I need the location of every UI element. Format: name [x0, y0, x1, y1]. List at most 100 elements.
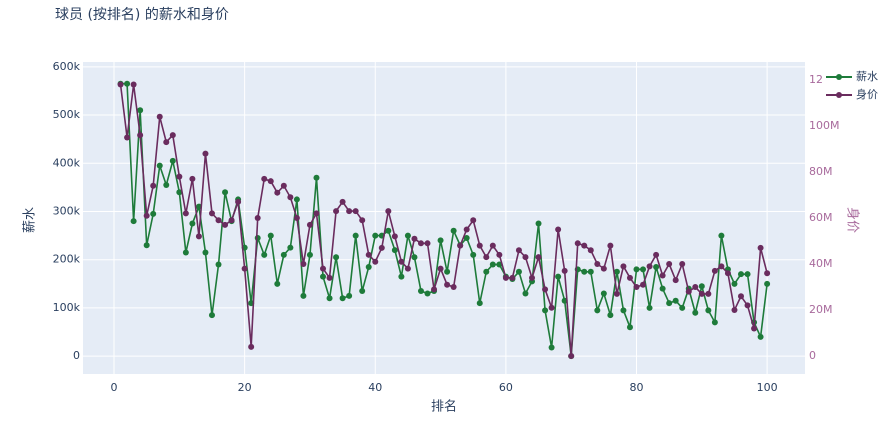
point	[581, 268, 588, 275]
point	[515, 268, 522, 275]
point	[744, 271, 751, 278]
point	[261, 175, 268, 182]
point	[711, 319, 718, 326]
point	[163, 139, 170, 146]
point	[568, 353, 575, 360]
point	[633, 284, 640, 291]
point	[509, 274, 516, 281]
point	[424, 240, 431, 247]
y2-tick-label: 12	[809, 73, 823, 86]
plot-area	[83, 62, 805, 374]
point	[306, 251, 313, 258]
point	[404, 232, 411, 239]
point	[202, 249, 209, 256]
point	[313, 174, 320, 181]
marks	[117, 80, 771, 360]
point	[287, 194, 294, 201]
point	[333, 254, 340, 261]
point	[385, 208, 392, 215]
point	[496, 261, 503, 268]
point	[529, 274, 536, 281]
point	[320, 273, 327, 280]
point	[378, 244, 385, 251]
point	[450, 227, 457, 234]
point	[646, 304, 653, 311]
point	[587, 268, 594, 275]
point	[202, 150, 209, 157]
point	[300, 292, 307, 299]
point	[267, 232, 274, 239]
point	[411, 235, 418, 242]
point	[692, 284, 699, 291]
point	[137, 107, 144, 114]
point	[222, 221, 229, 228]
point	[659, 285, 666, 292]
point	[385, 227, 392, 234]
point	[659, 272, 666, 279]
chart-title: 球员 (按排名) 的薪水和身价	[55, 7, 229, 23]
point	[600, 265, 607, 272]
point	[737, 293, 744, 300]
point	[653, 251, 660, 258]
point	[692, 309, 699, 316]
point	[724, 270, 731, 277]
point	[574, 240, 581, 247]
point	[333, 208, 340, 215]
point	[515, 247, 522, 254]
point	[346, 208, 353, 215]
point	[411, 254, 418, 261]
point	[150, 182, 157, 189]
point	[718, 232, 725, 239]
point	[685, 288, 692, 295]
point	[189, 175, 196, 182]
point	[672, 297, 679, 304]
point	[228, 217, 235, 224]
point	[156, 113, 163, 120]
point	[646, 263, 653, 270]
point	[365, 263, 372, 270]
point	[222, 189, 229, 196]
point	[581, 242, 588, 249]
point	[437, 265, 444, 272]
point	[156, 162, 163, 169]
series-line	[120, 82, 768, 357]
point	[607, 312, 614, 319]
y-tick-label: 600k	[53, 60, 81, 73]
legend-marker	[836, 92, 842, 98]
point	[274, 280, 281, 287]
point	[613, 290, 620, 297]
point	[522, 254, 529, 261]
point	[117, 81, 124, 88]
point	[444, 268, 451, 275]
point	[280, 182, 287, 189]
point	[431, 286, 438, 293]
point	[555, 273, 562, 280]
point	[757, 244, 764, 251]
point	[626, 324, 633, 331]
point	[548, 344, 555, 351]
grid: 0 20 40 60 80 100 0 100k 200k 300k 400k 500k 600k 0 20…	[53, 60, 840, 394]
point	[542, 286, 549, 293]
y2-tick-label: 100M	[809, 119, 840, 132]
point	[444, 281, 451, 288]
point	[254, 235, 261, 242]
point	[254, 215, 261, 221]
y-axis-title: 薪水	[23, 207, 38, 233]
point	[182, 249, 189, 256]
point	[561, 267, 568, 274]
y-tick-label: 500k	[53, 108, 81, 121]
point	[607, 242, 614, 249]
point	[280, 251, 287, 258]
point	[620, 307, 627, 314]
point	[653, 263, 660, 270]
point	[293, 196, 300, 203]
point	[241, 265, 248, 272]
point	[267, 178, 274, 185]
point	[711, 267, 718, 274]
point	[339, 295, 346, 302]
point	[124, 80, 131, 87]
y2-tick-label: 20M	[809, 303, 833, 316]
y-tick-label: 0	[73, 349, 80, 362]
point	[470, 251, 477, 258]
point	[450, 284, 457, 291]
